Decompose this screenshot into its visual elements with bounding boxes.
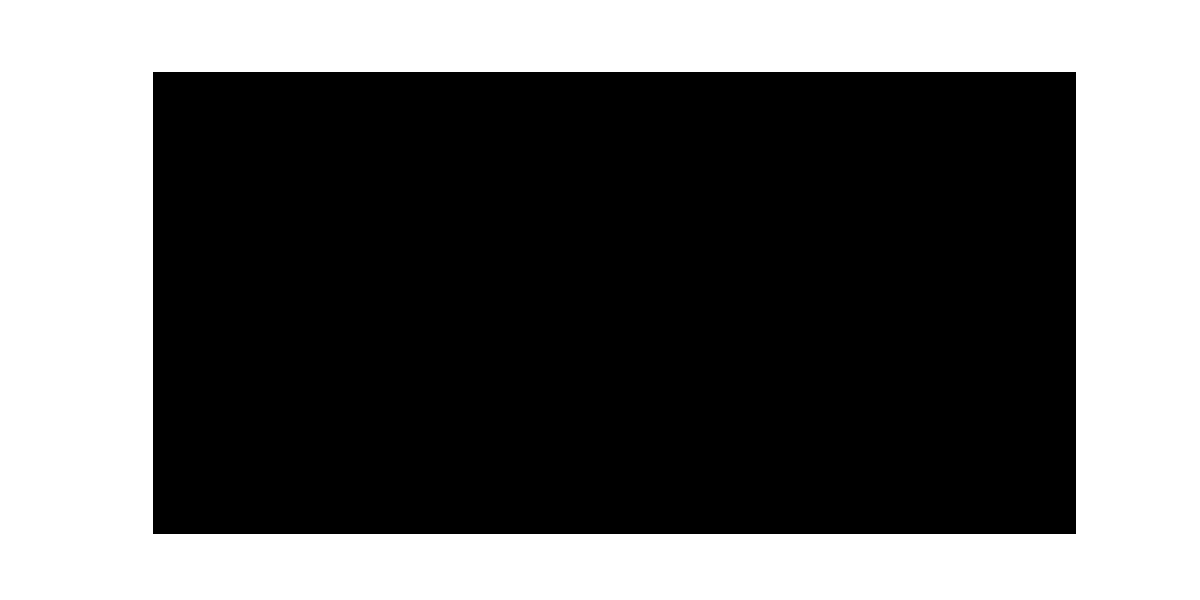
word-cloud bbox=[153, 72, 1076, 534]
word-cloud-panel bbox=[153, 72, 1076, 534]
